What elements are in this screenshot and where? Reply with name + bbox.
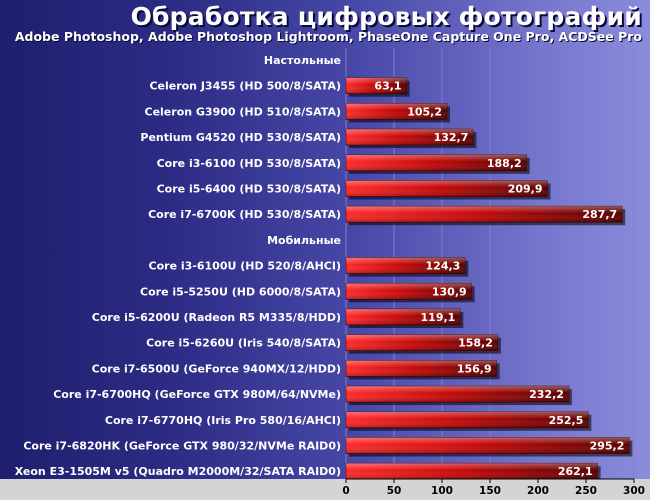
value-label: 252,5 [549,414,584,427]
bar-shine [346,180,548,197]
bar-shine [346,77,407,94]
tick-label: 0 [342,485,349,497]
bar-shine [346,206,623,223]
bar-shine [346,283,472,300]
tick-label: 250 [575,485,597,497]
bar-shine [346,437,630,454]
row-label: Core i5-6400 (HD 530/8/SATA) [157,183,341,196]
value-label: 105,2 [407,105,442,118]
tick-label: 200 [527,485,549,497]
bar-shine [346,386,569,403]
tick-label: 100 [431,485,453,497]
axis-band [0,479,650,500]
bar-shine [346,103,447,120]
bar-shine [346,129,474,146]
value-label: 124,3 [426,260,461,273]
group-label: Настольные [264,54,341,67]
x-axis: 0 50 100 150 200 250 300 [0,478,650,500]
group-label: Мобильные [267,234,341,247]
bar-shine [346,309,461,325]
chart-subtitle: Adobe Photoshop, Adobe Photoshop Lightro… [14,29,642,44]
bars-layer [345,77,633,483]
row-labels-layer: Настольные Celeron J3455 (HD 500/8/SATA) 6… [15,54,625,478]
value-label: 232,2 [529,388,564,401]
row-label: Core i7-6820HK (GeForce GTX 980/32/NVMe … [23,440,341,453]
value-label: 188,2 [487,157,522,170]
value-label: 119,1 [421,311,456,324]
value-label: 130,9 [432,285,467,298]
value-label: 262,1 [558,465,593,478]
value-label: 132,7 [434,131,469,144]
chart-title: Обработка цифровых фотографий [130,2,642,31]
value-label: 63,1 [374,80,401,93]
value-label: 156,9 [457,362,492,375]
row-label: Core i3-6100 (HD 530/8/SATA) [157,157,341,170]
row-label: Pentium G4520 (HD 530/8/SATA) [140,131,341,144]
row-label: Core i5-6260U (Iris 540/8/SATA) [146,337,341,350]
row-label: Core i7-6500U (GeForce 940MX/12/HDD) [92,362,341,375]
row-label: Core i3-6100U (HD 520/8/AHCI) [149,260,341,273]
row-label: Core i5-5250U (HD 6000/8/SATA) [140,285,341,298]
row-label: Celeron G3900 (HD 510/8/SATA) [145,105,342,118]
bar-shine [346,360,497,377]
tick-label: 300 [623,485,645,497]
tick-label: 50 [387,485,402,497]
tick-label: 150 [479,485,501,497]
row-label: Core i7-6770HQ (Iris Pro 580/16/AHCI) [105,414,341,427]
value-label: 209,9 [508,183,543,196]
bar-shine [346,463,598,480]
bar-shine [346,154,527,171]
row-label: Xeon E3-1505M v5 (Quadro M2000M/32/SATA … [15,465,341,478]
row-label: Core i7-6700K (HD 530/8/SATA) [148,208,341,221]
value-label: 295,2 [590,440,625,453]
bar-shine [346,334,498,351]
row-label: Core i7-6700HQ (GeForce GTX 980M/64/NVMe… [53,388,341,401]
row-label: Core i5-6200U (Radeon R5 M335/8/HDD) [92,311,341,324]
bar-shine [346,411,589,428]
bar-shine [346,257,466,274]
value-label: 287,7 [582,208,617,221]
value-label: 158,2 [458,337,493,350]
row-label: Celeron J3455 (HD 500/8/SATA) [149,80,341,93]
